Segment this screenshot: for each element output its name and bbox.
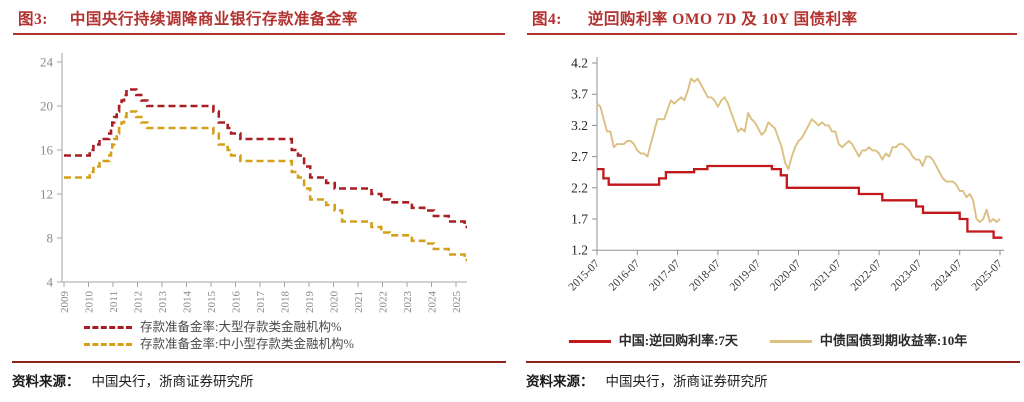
figure3-heading: 图3: 中国央行持续调降商业银行存款准备金率 — [18, 7, 358, 29]
figure4-panel: 图4: 逆回购利率 OMO 7D 及 10Y 国债利率 4.2 3.7 3.2 2.7 2… — [512, 0, 1024, 402]
y-tick-label: 2.2 — [571, 180, 588, 195]
y-tick-label: 16 — [40, 143, 54, 158]
x-tick-label: 2020-07 — [768, 258, 804, 294]
x-tick-label: 2024-07 — [929, 258, 965, 294]
x-tick-label: 2025 — [451, 291, 463, 314]
figure3-tag: 图3: — [18, 11, 48, 28]
legend-item: 中国:逆回购利率:7天 — [568, 333, 738, 349]
x-tick-label: 2019 — [304, 291, 316, 314]
x-tick-label: 2018-07 — [687, 258, 723, 294]
y-tick-label: 4.2 — [571, 56, 588, 71]
figure3-title-rule — [13, 33, 505, 35]
figure3-source-label: 资料来源： — [12, 374, 80, 389]
y-tick-label: 2.7 — [571, 149, 588, 164]
y-tick-label: 1.7 — [571, 212, 588, 227]
y-tick-label: 3.2 — [571, 118, 588, 133]
figure4-source-text: 中国央行，浙商证券研究所 — [605, 374, 768, 389]
x-tick-label: 2023-07 — [889, 258, 925, 294]
figure3-source: 资料来源： 中国央行，浙商证券研究所 — [12, 370, 254, 390]
y-tick-label: 20 — [40, 99, 53, 114]
x-tick-label: 2021-07 — [808, 258, 844, 294]
legend-label: 中债国债到期收益率:10年 — [819, 333, 968, 348]
y-tick-label: 24 — [40, 55, 54, 70]
x-tick-label: 2021 — [353, 291, 365, 313]
figure3-panel: 图3: 中国央行持续调降商业银行存款准备金率 24 20 16 12 8 4 2009 2010… — [12, 7, 506, 390]
legend-label: 存款准备金率:大型存款类金融机构% — [140, 320, 342, 334]
figure3-title: 中国央行持续调降商业银行存款准备金率 — [69, 11, 358, 28]
figure3-source-rule — [12, 361, 506, 363]
figure4-source-label: 资料来源： — [526, 374, 594, 389]
x-tick-label: 2017-07 — [647, 258, 683, 294]
x-tick-label: 2015 — [206, 291, 218, 314]
x-tick-label: 2020 — [329, 291, 341, 314]
y-tick-label: 1.2 — [571, 243, 588, 258]
series-line — [64, 110, 467, 262]
figure4-title: 逆回购利率 OMO 7D 及 10Y 国债利率 — [587, 11, 858, 28]
legend-swatch — [84, 325, 132, 329]
x-tick-label: 2017 — [255, 291, 267, 314]
legend-label: 存款准备金率:中小型存款类金融机构% — [140, 337, 354, 351]
x-tick-label: 2012 — [133, 291, 145, 313]
y-tick-label: 4 — [47, 275, 54, 290]
x-tick-label: 2015-07 — [567, 258, 603, 294]
figure4-title-rule — [527, 33, 1017, 35]
x-tick-label: 2018 — [280, 291, 292, 314]
legend-label: 中国:逆回购利率:7天 — [618, 333, 738, 348]
x-tick-label: 2024 — [427, 291, 439, 314]
x-tick-label: 2009 — [59, 291, 71, 314]
x-tick-label: 2016-07 — [607, 258, 643, 294]
rrr-chart-legend: 存款准备金率:大型存款类金融机构% 存款准备金率:中小型存款类金融机构% — [84, 319, 354, 352]
x-tick-label: 2025-07 — [970, 258, 1006, 294]
omo-chart-legend: 中国:逆回购利率:7天 中债国债到期收益率:10年 — [512, 333, 1024, 349]
legend-item: 中债国债到期收益率:10年 — [769, 333, 968, 349]
series-line-cgb10y — [596, 77, 1001, 224]
figure3-source-text: 中国央行，浙商证券研究所 — [91, 374, 254, 389]
x-tick-label: 2019-07 — [728, 258, 764, 294]
legend-item: 存款准备金率:中小型存款类金融机构% — [84, 336, 354, 352]
legend-swatch — [568, 339, 611, 343]
y-tick-label: 8 — [47, 231, 54, 246]
figure4-tag: 图4: — [532, 11, 562, 28]
series-line — [64, 88, 467, 229]
series-line-omo7d — [597, 164, 1003, 239]
x-tick-label: 2023 — [402, 291, 414, 314]
figure4-heading: 图4: 逆回购利率 OMO 7D 及 10Y 国债利率 — [532, 7, 858, 29]
legend-item: 存款准备金率:大型存款类金融机构% — [84, 319, 354, 335]
y-tick-label: 3.7 — [571, 87, 588, 102]
figure4-source: 资料来源： 中国央行，浙商证券研究所 — [526, 370, 768, 390]
x-tick-label: 2011 — [108, 291, 120, 313]
y-tick-label: 12 — [40, 187, 53, 202]
legend-swatch — [84, 342, 132, 346]
x-tick-label: 2013 — [157, 291, 169, 314]
figure4-source-rule — [526, 361, 1020, 363]
x-tick-label: 2016 — [231, 291, 243, 314]
x-tick-label: 2014 — [182, 291, 194, 314]
x-tick-label: 2022 — [378, 291, 390, 313]
x-tick-label: 2022-07 — [849, 258, 885, 294]
legend-swatch — [769, 339, 812, 343]
x-tick-label: 2010 — [84, 291, 96, 314]
